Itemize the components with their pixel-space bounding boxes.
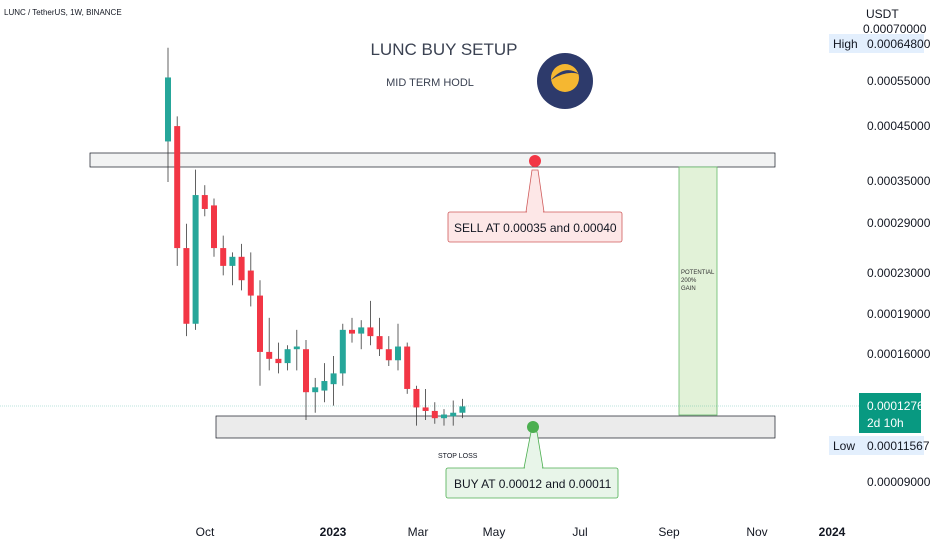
buy-callout[interactable]: BUY AT 0.00012 and 0.00011 [445, 431, 619, 499]
candle-body[interactable] [275, 358, 282, 364]
high-label: High [833, 37, 858, 51]
time-tick-nov: Nov [746, 525, 767, 539]
candle-body[interactable] [220, 248, 227, 266]
stop-loss-label: STOP LOSS [438, 453, 478, 460]
candle-body[interactable] [385, 349, 392, 361]
candle-body[interactable] [229, 256, 236, 266]
low-marker-bg [829, 436, 924, 455]
candles-group [165, 47, 466, 426]
currency-label: USDT [866, 7, 899, 21]
candle-body[interactable] [312, 387, 319, 393]
sell-callout-pointer [525, 169, 545, 213]
candle-body[interactable] [450, 412, 457, 417]
candle-body[interactable] [431, 410, 438, 419]
lunc-logo-crescent [551, 70, 579, 80]
symbol-line: LUNC / TetherUS, 1W, BINANCE [4, 8, 122, 17]
time-tick-jul: Jul [572, 525, 587, 539]
candle-body[interactable] [165, 77, 171, 142]
chart-subtitle: MID TERM HODL [386, 77, 474, 89]
potential-gain-line-2: 200% [681, 278, 697, 284]
price-tick-6: 0.00023000 [867, 266, 931, 280]
candle-body[interactable] [183, 248, 190, 324]
candle-body[interactable] [422, 407, 429, 411]
potential-gain-line-1: POTENTIAL [681, 270, 715, 276]
candle-body[interactable] [321, 381, 328, 391]
sell-callout-label: SELL AT 0.00035 and 0.00040 [454, 221, 617, 235]
candle-body[interactable] [238, 256, 245, 281]
current-price-badge [859, 393, 921, 433]
time-axis[interactable]: Oct 2023 Mar May Jul Sep Nov 2024 [196, 525, 846, 539]
sell-callout[interactable]: SELL AT 0.00035 and 0.00040 [447, 169, 623, 243]
low-value: 0.00011567 [867, 439, 930, 453]
candle-body[interactable] [201, 195, 208, 209]
buy-callout-label: BUY AT 0.00012 and 0.00011 [454, 477, 612, 491]
price-tick-7: 0.00019000 [867, 307, 931, 321]
price-tick-0: 0.00070000 [863, 22, 927, 36]
sell-zone-band[interactable] [89, 152, 776, 168]
candle-body[interactable] [192, 195, 199, 324]
lunc-logo-moon [551, 64, 579, 92]
lunc-logo [537, 53, 593, 109]
price-tick-5: 0.00029000 [867, 216, 931, 230]
time-tick-mar: Mar [408, 525, 429, 539]
time-tick-oct: Oct [196, 525, 215, 539]
chart-title: LUNC BUY SETUP [370, 40, 517, 59]
candle-body[interactable] [404, 346, 411, 389]
time-tick-sep: Sep [658, 525, 680, 539]
high-marker-bg [829, 34, 924, 53]
candle-body[interactable] [376, 336, 383, 350]
candle-body[interactable] [413, 388, 420, 408]
price-tick-2: 0.00055000 [867, 74, 931, 88]
buy-marker[interactable] [527, 421, 539, 433]
potential-gain-box[interactable] [678, 166, 718, 416]
candle-body[interactable] [266, 351, 273, 359]
candle-body[interactable] [257, 295, 263, 352]
candle-body[interactable] [174, 126, 181, 249]
price-tick-4: 0.00035000 [867, 174, 931, 188]
candle-body[interactable] [441, 414, 447, 419]
time-tick-may: May [483, 525, 506, 539]
buy-zone-band[interactable] [215, 415, 776, 439]
time-tick-2023: 2023 [320, 525, 347, 539]
candle-body[interactable] [349, 329, 355, 334]
price-tick-8: 0.00016000 [867, 347, 931, 361]
candle-body[interactable] [358, 327, 365, 334]
sell-marker[interactable] [529, 155, 541, 167]
candle-body[interactable] [284, 349, 291, 364]
candle-body[interactable] [293, 346, 300, 350]
candle-body[interactable] [339, 329, 346, 374]
candle-body[interactable] [459, 406, 466, 413]
candle-countdown: 2d 10h [867, 416, 904, 430]
candle-body[interactable] [211, 205, 217, 249]
price-axis[interactable]: 0.00070000 High 0.00064800 0.00055000 0.… [829, 22, 931, 489]
price-tick-3: 0.00045000 [867, 119, 931, 133]
candle-body[interactable] [303, 349, 309, 393]
current-price-value: 0.00012760 [867, 399, 931, 413]
candle-body[interactable] [330, 373, 337, 385]
high-value: 0.00064800 [867, 37, 931, 51]
candle-body[interactable] [367, 327, 374, 337]
candle-body[interactable] [247, 270, 254, 296]
potential-gain-line-3: GAIN [681, 286, 696, 292]
low-label: Low [833, 439, 855, 453]
price-tick-11: 0.00009000 [867, 475, 931, 489]
candle-body[interactable] [395, 346, 401, 361]
time-tick-2024: 2024 [819, 525, 846, 539]
